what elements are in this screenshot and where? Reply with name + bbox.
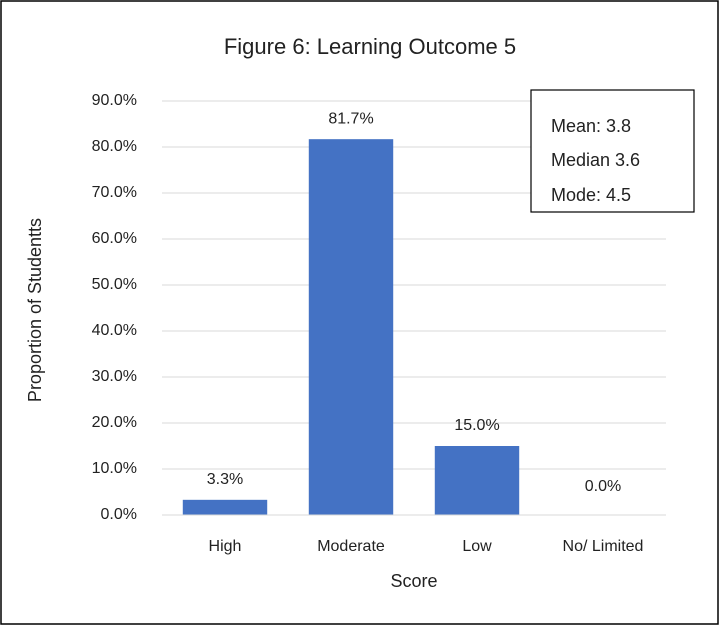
y-tick-label: 30.0% <box>92 368 137 385</box>
value-label: 81.7% <box>328 110 373 127</box>
stats-mean: Mean: 3.8 <box>551 116 631 136</box>
x-tick-label: Low <box>462 538 492 555</box>
stats-median: Median 3.6 <box>551 150 640 170</box>
chart-title: Figure 6: Learning Outcome 5 <box>224 34 516 59</box>
y-tick-label: 40.0% <box>92 322 137 339</box>
stats-mode: Mode: 4.5 <box>551 185 631 205</box>
value-label: 15.0% <box>454 417 499 434</box>
y-tick-label: 20.0% <box>92 414 137 431</box>
x-tick-label: High <box>209 538 242 555</box>
bar <box>182 499 268 515</box>
stats-box <box>530 89 695 213</box>
y-tick-label: 60.0% <box>92 230 137 247</box>
y-axis-label: Proportion of Studentts <box>25 218 45 402</box>
y-tick-label: 10.0% <box>92 460 137 477</box>
y-tick-label: 50.0% <box>92 276 137 293</box>
value-label: 0.0% <box>585 478 621 495</box>
plot-area: 0.0% 10.0% 20.0% 30.0% 40.0% 50.0% 60.0% 70.0% 8… <box>92 92 666 555</box>
y-tick-label: 90.0% <box>92 92 137 109</box>
x-tick-label: No/ Limited <box>563 538 644 555</box>
x-tick-label: Moderate <box>317 538 385 555</box>
y-tick-label: 70.0% <box>92 184 137 201</box>
y-tick-label: 0.0% <box>101 506 137 523</box>
value-label: 3.3% <box>207 471 243 488</box>
x-axis-label: Score <box>390 571 437 591</box>
bar <box>434 446 520 515</box>
y-tick-label: 80.0% <box>92 138 137 155</box>
bar <box>308 139 394 515</box>
